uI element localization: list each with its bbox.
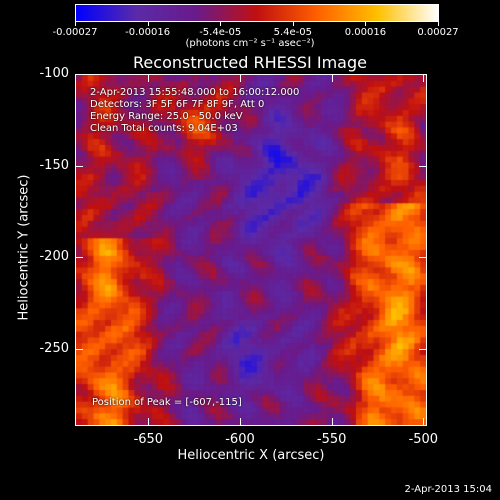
colorbar-tick [75, 22, 76, 26]
colorbar-tick-label: 0.00027 [417, 27, 459, 38]
annotation-peak: Position of Peak = [-607,-115] [92, 397, 242, 408]
colorbar-tick-label: -0.00027 [52, 27, 98, 38]
annotation-detectors: Detectors: 3F 5F 6F 7F 8F 9F, Att 0 [90, 99, 265, 110]
heatmap-image [76, 75, 426, 425]
annotation-counts: Clean Total counts: 9.04E+03 [90, 123, 238, 134]
footer-timestamp: 2-Apr-2013 15:04 [404, 484, 492, 495]
colorbar-tick-label: 5.4e-05 [273, 27, 312, 38]
colorbar [75, 4, 439, 22]
x-tick-mark [423, 74, 425, 82]
x-tick-label: -600 [225, 432, 255, 447]
colorbar-tick-label: -5.4e-05 [199, 27, 242, 38]
x-tick-label: -500 [408, 432, 439, 447]
annotation-energy: Energy Range: 25.0 - 50.0 keV [90, 111, 243, 122]
x-tick-mark [240, 74, 241, 82]
y-tick-mark [419, 257, 427, 259]
colorbar-tick [220, 22, 222, 26]
chart-title: Reconstructed RHESSI Image [133, 53, 367, 72]
colorbar-tick [147, 22, 149, 26]
y-tick-mark [419, 165, 427, 167]
y-tick-mark [419, 74, 427, 75]
colorbar-tick [365, 22, 367, 26]
colorbar-tick [438, 22, 439, 26]
y-tick-label: -200 [39, 249, 69, 265]
x-tick-label: -550 [316, 432, 347, 447]
y-tick-mark [75, 74, 83, 75]
x-tick-mark [331, 418, 333, 426]
x-tick-mark [423, 418, 425, 426]
colorbar-tick-label: 0.00016 [344, 27, 387, 38]
annotation-time: 2-Apr-2013 15:55:48.000 to 16:00:12.000 [90, 87, 300, 98]
x-axis-label: Heliocentric X (arcsec) [177, 448, 325, 463]
x-tick-mark [331, 74, 333, 82]
y-tick-label: -100 [39, 66, 69, 81]
x-tick-label: -650 [133, 432, 164, 447]
y-tick-mark [419, 349, 427, 350]
colorbar-units: (photons cm⁻² s⁻¹ asec⁻²) [185, 38, 315, 49]
y-axis-label: Heliocentric Y (arcsec) [16, 174, 32, 321]
y-tick-mark [75, 349, 83, 350]
plot-area: 2-Apr-2013 15:55:48.000 to 16:00:12.000 … [75, 74, 427, 426]
y-tick-label: -250 [39, 341, 69, 356]
y-tick-mark [75, 165, 83, 167]
colorbar-tick-label: -0.00016 [125, 27, 171, 38]
x-tick-mark [240, 418, 241, 426]
y-tick-label: -150 [39, 157, 69, 173]
colorbar-tick [292, 22, 294, 26]
x-tick-mark [148, 74, 150, 82]
y-tick-mark [75, 257, 83, 259]
x-tick-mark [148, 418, 150, 426]
